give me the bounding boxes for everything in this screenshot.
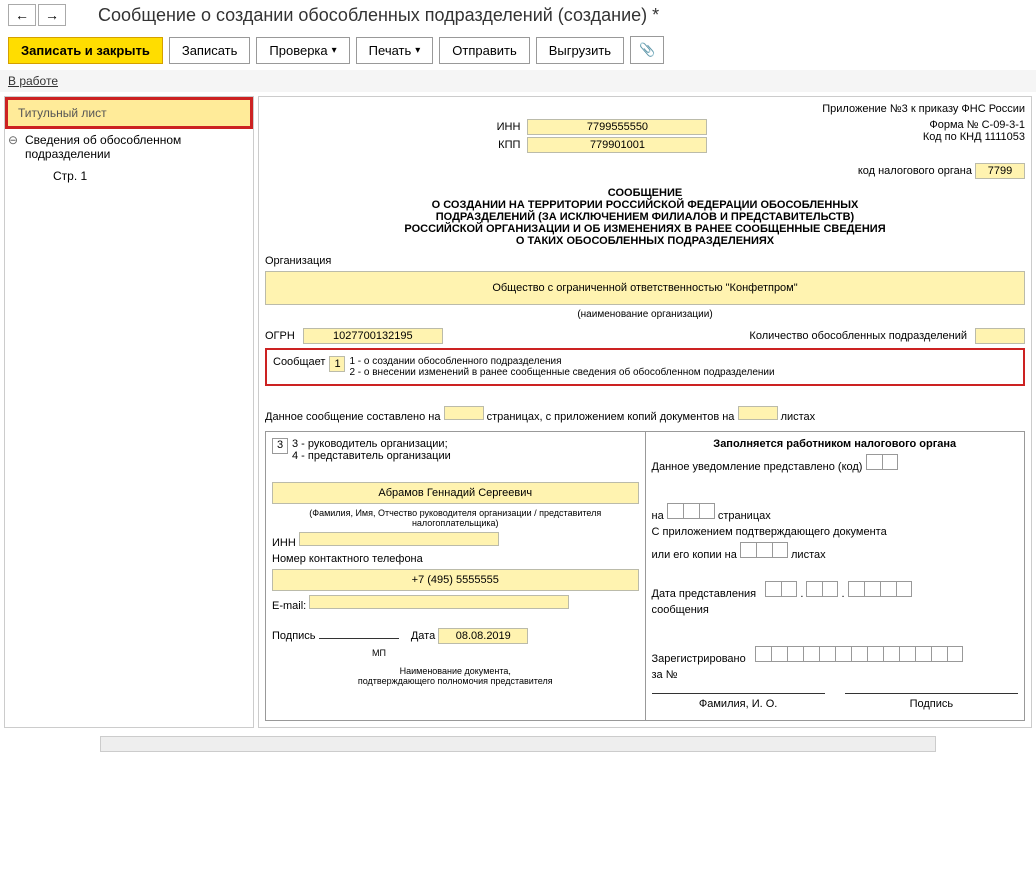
heading-5: О ТАКИХ ОБОСОБЛЕННЫХ ПОДРАЗДЕЛЕНИЯХ [265,235,1025,247]
inn-label: ИНН [480,121,520,133]
signer-opt-4: 4 - представитель организации [292,450,451,462]
signature-label: Подпись [272,630,316,642]
send-button[interactable]: Отправить [439,37,529,64]
attach-pages-field[interactable] [738,406,778,420]
signer-inn-label: ИНН [272,537,296,549]
check-button[interactable]: Проверка ▾ [256,37,349,64]
right-or-copy: или его копии на [652,549,737,561]
knd-code: Код по КНД 1111053 [923,131,1025,143]
sidebar-item-title-page[interactable]: Титульный лист [5,97,253,129]
pages-post: листах [781,411,816,423]
right-za-no: за № [652,669,1019,681]
heading-1: СООБЩЕНИЕ [265,187,1025,199]
email-label: E-mail: [272,600,306,612]
soobsh-option-2: 2 - о внесении изменений в ранее сообщен… [349,367,1017,378]
pages-mid: страницах, с приложением копий документо… [487,411,735,423]
right-date-presented: Дата представления [652,588,757,600]
inn-field[interactable]: 7799555550 [527,119,707,135]
signer-inn-field[interactable] [299,532,499,546]
sidebar: Титульный лист Сведения об обособленном … [4,96,254,728]
date-year-boxes [848,581,912,597]
sidebar-item-subdivision[interactable]: Сведения об обособленном подразделении [5,129,253,165]
caret-icon: ▾ [415,45,420,56]
right-fio-label: Фамилия, И. О. [652,698,825,710]
signer-fio-caption: (Фамилия, Имя, Отчество руководителя орг… [272,508,639,528]
org-name-field[interactable]: Общество с ограниченной ответственностью… [265,271,1025,305]
right-podpis-label: Подпись [845,698,1018,710]
save-button[interactable]: Записать [169,37,251,64]
soobsh-value-field[interactable]: 1 [329,356,345,372]
tax-code-label: код налогового органа [858,165,972,177]
signer-type-field[interactable]: 3 [272,438,288,454]
right-message: сообщения [652,604,1019,616]
date-month-boxes [806,581,838,597]
reg-boxes [755,646,963,662]
code-boxes [866,454,898,470]
form-code: Форма № С-09-3-1 [923,119,1025,131]
doc-name-caption-2: подтверждающего полномочия представителя [272,676,639,686]
status-link[interactable]: В работе [8,74,58,88]
mp-label: МП [372,648,639,658]
back-button[interactable]: ← [8,4,36,26]
kpp-label: КПП [480,139,520,151]
signer-section: 3 3 - руководитель организации; 4 - пред… [265,431,646,721]
soobsh-option-1: 1 - о создании обособленного подразделен… [349,356,1017,367]
ogrn-label: ОГРН [265,330,295,342]
right-registered: Зарегистрировано [652,653,746,665]
right-heading: Заполняется работником налогового органа [652,438,1019,450]
phone-field[interactable]: +7 (495) 5555555 [272,569,639,591]
attach-button[interactable]: 📎 [630,36,664,64]
heading-3: ПОДРАЗДЕЛЕНИЙ (ЗА ИСКЛЮЧЕНИЕМ ФИЛИАЛОВ И… [265,211,1025,223]
save-close-button[interactable]: Записать и закрыть [8,37,163,64]
pages-pre: Данное сообщение составлено на [265,411,440,423]
paperclip-icon: 📎 [639,42,655,58]
fio-line [652,693,825,694]
ogrn-field[interactable]: 1027700132195 [303,328,443,344]
horizontal-scrollbar[interactable] [100,736,936,752]
right-stranitsah: страницах [718,510,771,522]
org-label: Организация [265,255,1025,267]
copy-boxes [740,542,788,558]
right-presented-label: Данное уведомление представлено (код) [652,461,863,473]
date-day-boxes [765,581,797,597]
signer-fio-field[interactable]: Абрамов Геннадий Сергеевич [272,482,639,504]
org-caption: (наименование организации) [265,309,1025,320]
caret-icon: ▾ [332,45,337,56]
export-button[interactable]: Выгрузить [536,37,624,64]
email-field[interactable] [309,595,569,609]
phone-label: Номер контактного телефона [272,553,639,565]
subdiv-count-field[interactable] [975,328,1025,344]
doc-name-caption-1: Наименование документа, [272,666,639,676]
date-field[interactable]: 08.08.2019 [438,628,528,644]
heading-4: РОССИЙСКОЙ ОРГАНИЗАЦИИ И ОБ ИЗМЕНЕНИЯХ В… [265,223,1025,235]
pages-count-field[interactable] [444,406,484,420]
print-button[interactable]: Печать▾ [356,37,434,64]
soobsh-label: Сообщает [273,356,325,368]
subdiv-count-label: Количество обособленных подразделений [749,330,967,342]
report-type-section: Сообщает 1 1 - о создании обособленного … [265,348,1025,386]
kpp-field[interactable]: 779901001 [527,137,707,153]
sidebar-item-page1[interactable]: Стр. 1 [5,165,253,187]
signature-line [319,638,399,639]
form-content: Приложение №3 к приказу ФНС России ИНН 7… [258,96,1032,728]
right-na: на [652,510,664,522]
check-label: Проверка [269,43,327,58]
print-label: Печать [369,43,412,58]
heading-2: О СОЗДАНИИ НА ТЕРРИТОРИИ РОССИЙСКОЙ ФЕДЕ… [265,199,1025,211]
right-with-doc: С приложением подтверждающего документа [652,526,1019,538]
podpis-line [845,693,1018,694]
forward-button[interactable]: → [38,4,66,26]
right-listah: листах [791,549,826,561]
date-label: Дата [411,630,435,642]
signer-opt-3: 3 - руководитель организации; [292,438,451,450]
pages-boxes [667,503,715,519]
appendix-note: Приложение №3 к приказу ФНС России [265,103,1025,115]
window-title: Сообщение о создании обособленных подраз… [98,5,659,26]
tax-code-field[interactable]: 7799 [975,163,1025,179]
tax-worker-section: Заполняется работником налогового органа… [646,431,1026,721]
